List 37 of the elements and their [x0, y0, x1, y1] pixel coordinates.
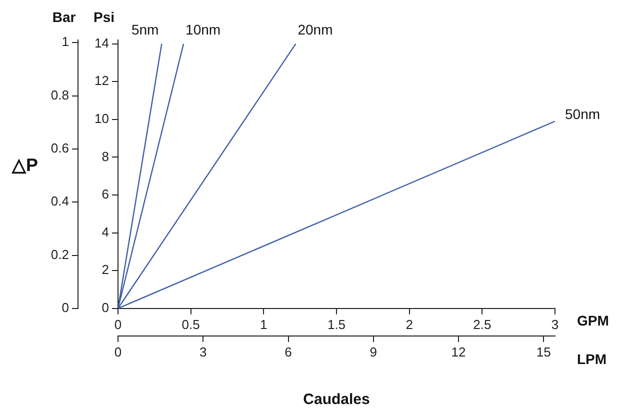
- y2-tick-label: 0: [62, 300, 69, 315]
- y2-tick-label: 1: [62, 34, 69, 50]
- x2-axis-title: LPM: [577, 350, 607, 367]
- y-tick-label: 10: [94, 110, 109, 126]
- y2-tick-label: 0.2: [50, 246, 69, 262]
- y-tick-label: 12: [94, 73, 109, 88]
- x2-tick-label: 3: [200, 344, 207, 360]
- x-tick-label: 2: [406, 316, 413, 332]
- series-label: 10nm: [186, 22, 221, 38]
- y2-tick-label: 0.4: [50, 194, 69, 209]
- x2-tick-label: 15: [536, 344, 551, 360]
- series-label: 20nm: [298, 22, 333, 38]
- series-label: 50nm: [565, 106, 600, 122]
- y-tick-label: 8: [102, 148, 109, 164]
- y-tick-label: 6: [102, 186, 109, 202]
- x-tick-label: 1: [260, 316, 268, 332]
- y-tick-label: 0: [102, 300, 109, 315]
- x2-tick-label: 6: [284, 344, 292, 360]
- text: Caudales: [303, 391, 370, 408]
- x-tick-label: 0: [114, 316, 122, 332]
- y-tick-label: 2: [102, 262, 109, 278]
- x2-tick-label: 12: [451, 344, 466, 360]
- x-tick-label: 2.5: [473, 316, 492, 332]
- text: △P: [11, 155, 38, 176]
- x2-tick-label: 0: [114, 344, 122, 360]
- x-tick-label: 0.5: [182, 316, 200, 332]
- y2-tick-label: 0.8: [50, 87, 69, 102]
- y2-tick-label: 0.6: [50, 140, 69, 156]
- x-tick-label: 1.5: [327, 316, 346, 332]
- x2-tick-label: 9: [370, 344, 378, 360]
- series-label: 5nm: [131, 22, 159, 38]
- y-tick-label: 4: [102, 224, 109, 240]
- x-axis-title: GPM: [577, 312, 609, 328]
- x-tick-label: 3: [551, 316, 559, 332]
- y-axis-title: Psi: [93, 8, 115, 25]
- y-tick-label: 14: [94, 35, 109, 50]
- y2-axis-title: Bar: [52, 8, 76, 25]
